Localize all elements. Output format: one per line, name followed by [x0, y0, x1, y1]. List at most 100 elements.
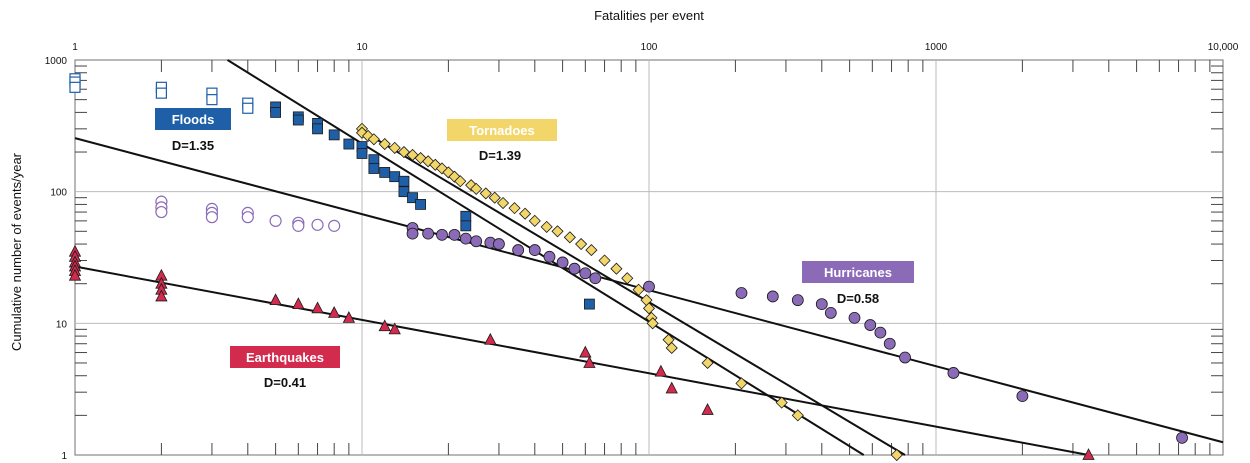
- tornadoes-point: [551, 225, 564, 238]
- y-tick-label: 100: [50, 188, 67, 199]
- floods-point: [584, 298, 595, 310]
- tornadoes-point: [735, 377, 748, 390]
- x-tick-label: 1000: [925, 42, 948, 53]
- hurricanes-dimension-label: D=0.58: [837, 291, 879, 306]
- tornadoes-point: [585, 244, 598, 257]
- hurricanes-point: [528, 244, 541, 256]
- floods-badge: [155, 108, 231, 130]
- hurricanes-point: [406, 227, 419, 240]
- tornadoes-point: [890, 448, 903, 462]
- hurricanes-open-point: [269, 214, 282, 227]
- floods-point: [398, 186, 410, 198]
- fit-line: [361, 129, 906, 456]
- y-tick-label: 1: [61, 451, 67, 462]
- floods-point: [398, 175, 410, 187]
- hurricanes-point: [556, 256, 569, 269]
- earthquakes-point: [665, 381, 678, 394]
- hurricanes-point: [883, 337, 896, 350]
- fit-line: [74, 265, 1089, 456]
- tornadoes-point: [378, 137, 391, 151]
- y-axis-title: Cumulative number of events/year: [9, 152, 24, 351]
- earthquakes-point: [328, 306, 341, 318]
- hurricanes-open-point: [241, 211, 254, 224]
- tornadoes-point: [528, 214, 541, 227]
- earthquakes-point: [342, 311, 356, 323]
- tornadoes-point: [540, 220, 553, 233]
- floods-open-point: [242, 102, 254, 114]
- floods-point: [389, 171, 401, 183]
- x-tick-label: 10,000: [1208, 42, 1239, 53]
- floods-point: [328, 129, 340, 141]
- floods-open-point: [155, 87, 167, 99]
- earthquakes-badge: [230, 346, 340, 368]
- earthquakes-point: [378, 319, 391, 332]
- earthquakes-point: [155, 289, 168, 302]
- hurricanes-point: [815, 298, 828, 310]
- hurricanes-point: [579, 267, 592, 280]
- x-tick-label: 1: [72, 42, 78, 53]
- hurricanes-point: [493, 238, 505, 250]
- tornadoes-point: [454, 175, 467, 188]
- earthquakes-point: [654, 364, 668, 377]
- floods-point: [407, 192, 418, 204]
- floods-point: [460, 210, 472, 222]
- tornadoes-point: [519, 207, 532, 220]
- hurricanes-point: [791, 294, 804, 307]
- hurricanes-point: [643, 280, 655, 293]
- hurricanes-point: [543, 250, 556, 263]
- hurricanes-point: [512, 244, 525, 256]
- hurricanes-badge: [802, 261, 914, 283]
- hurricanes-point: [459, 232, 472, 245]
- hurricanes-point: [947, 367, 960, 379]
- earthquakes-badge-label: Earthquakes: [246, 350, 324, 365]
- floods-point: [292, 114, 304, 126]
- tornadoes-point: [563, 231, 576, 244]
- earthquakes-point: [579, 345, 592, 358]
- tick-labels: 1 10 100 1000 10,000 1000 100 10 1: [45, 42, 1239, 462]
- tornadoes-point: [508, 202, 521, 215]
- hurricanes-point: [568, 262, 581, 275]
- floods-point: [460, 220, 472, 232]
- y-tick-label: 10: [56, 319, 68, 330]
- tornadoes-point: [642, 302, 656, 315]
- hurricanes-point: [824, 307, 837, 319]
- tornadoes-point: [479, 187, 492, 200]
- tornadoes-point: [665, 341, 678, 355]
- tornadoes-point: [621, 272, 634, 285]
- tornadoes-point: [470, 182, 483, 195]
- hurricanes-point: [874, 326, 887, 339]
- floods-point: [415, 199, 426, 210]
- hurricanes-open-point: [328, 219, 341, 232]
- earthquakes-point: [388, 322, 401, 335]
- series-labels: Floods D=1.35 Tornadoes D=1.39 Hurricanes D=0…: [155, 108, 914, 390]
- hurricanes-badge-label: Hurricanes: [824, 265, 892, 280]
- hurricanes-point: [848, 311, 861, 324]
- floods-point: [356, 148, 368, 159]
- x-tick-label: 10: [356, 42, 368, 53]
- hurricanes-point: [899, 351, 911, 364]
- earthquakes-point: [269, 293, 282, 306]
- hurricanes-open-point: [205, 211, 219, 224]
- hurricanes-point: [448, 228, 461, 241]
- tornadoes-point: [610, 262, 623, 275]
- floods-open-point: [206, 94, 218, 106]
- hurricanes-point: [766, 290, 779, 303]
- data-points: [68, 73, 1188, 462]
- earthquakes-dimension-label: D=0.41: [264, 375, 306, 390]
- x-axis-title: Fatalities per event: [594, 8, 704, 23]
- earthquakes-point: [68, 268, 82, 281]
- x-tick-label: 100: [641, 42, 658, 53]
- hurricanes-point: [1176, 431, 1188, 444]
- floods-point: [270, 106, 282, 118]
- tornadoes-point: [496, 196, 510, 210]
- tornadoes-point: [791, 409, 804, 422]
- tornadoes-point: [701, 356, 714, 370]
- floods-badge-label: Floods: [172, 112, 215, 127]
- earthquakes-point: [583, 356, 596, 368]
- tornadoes-point: [488, 191, 501, 204]
- floods-point: [312, 123, 323, 135]
- hurricanes-open-point: [155, 205, 168, 219]
- earthquakes-point: [484, 332, 497, 345]
- hurricanes-point: [864, 319, 877, 331]
